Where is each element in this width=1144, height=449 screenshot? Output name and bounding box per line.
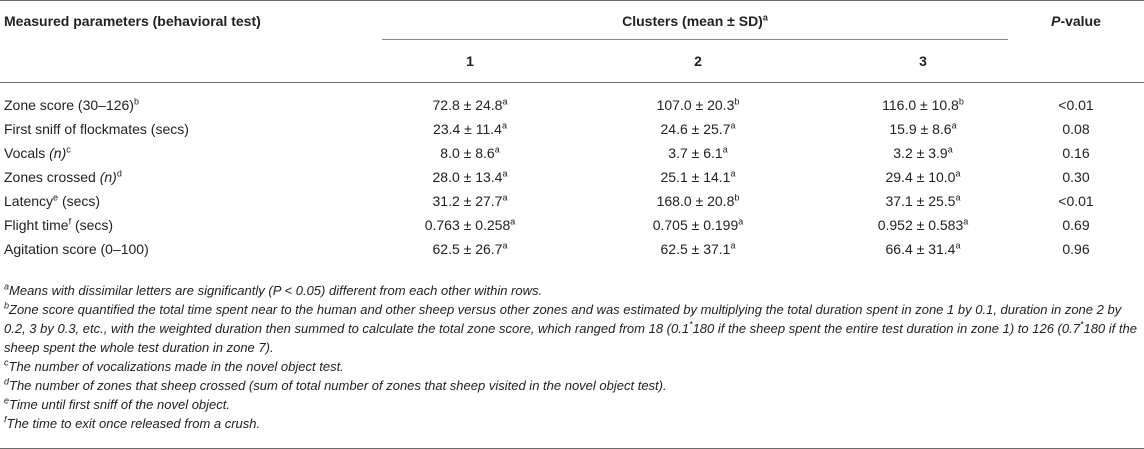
- cluster-3-cell: 66.4 ± 31.4a: [885, 240, 961, 257]
- header-pvalue: P-value: [1051, 13, 1101, 30]
- cluster-2-cell: 107.0 ± 20.3b: [656, 96, 740, 113]
- cluster-3-cell: 116.0 ± 10.8b: [882, 96, 964, 113]
- cluster-2-cell: 25.1 ± 14.1a: [660, 168, 736, 185]
- cluster-1-cell: 72.8 ± 24.8a: [432, 96, 508, 113]
- footnote-f: fThe time to exit once released from a c…: [4, 414, 261, 431]
- cluster-2-cell: 0.705 ± 0.199a: [652, 216, 744, 233]
- cluster-3-cell: 3.2 ± 3.9a: [893, 144, 953, 161]
- cluster-2-cell: 24.6 ± 25.7a: [660, 120, 736, 137]
- param-cell: First sniff of flockmates (secs): [4, 121, 189, 137]
- footnotes: aMeans with dissimilar letters are signi…: [4, 281, 1140, 433]
- header-cluster-3: 3: [838, 39, 1008, 83]
- footnote-a: aMeans with dissimilar letters are signi…: [4, 281, 543, 298]
- cluster-2-cell: 3.7 ± 6.1a: [668, 144, 728, 161]
- table-row: First sniff of flockmates (secs) 23.4 ± 1…: [0, 117, 1144, 141]
- pvalue-cell: <0.01: [1058, 97, 1094, 113]
- param-cell: Zones crossed (n)d: [4, 168, 122, 185]
- cluster-3-cell: 0.952 ± 0.583a: [877, 216, 969, 233]
- header-cluster-2: 2: [558, 39, 838, 83]
- pvalue-cell: 0.16: [1062, 145, 1090, 161]
- header-clusters: Clusters (mean ± SD)a: [622, 12, 768, 29]
- table-row: Agitation score (0–100) 62.5 ± 26.7a 62.5 …: [0, 237, 1144, 261]
- header-row-1: Measured parameters (behavioral test) Cl…: [0, 0, 1144, 40]
- cluster-1-cell: 28.0 ± 13.4a: [432, 168, 508, 185]
- table-row: Vocals (n)c 8.0 ± 8.6a 3.7 ± 6.1a 3.2 ± 3.9…: [0, 141, 1144, 165]
- cluster-2-cell: 168.0 ± 20.8b: [656, 192, 740, 209]
- cluster-3-cell: 29.4 ± 10.0a: [885, 168, 961, 185]
- cluster-1-cell: 62.5 ± 26.7a: [432, 240, 508, 257]
- table-row: Zone score (30–126)b 72.8 ± 24.8a 107.0 ± …: [0, 83, 1144, 118]
- param-cell: Latencye (secs): [4, 192, 101, 209]
- header-row-2: 1 2 3: [0, 39, 1144, 83]
- header-params: Measured parameters (behavioral test): [4, 13, 261, 30]
- cluster-1-cell: 8.0 ± 8.6a: [440, 144, 500, 161]
- cluster-3-cell: 15.9 ± 8.6a: [889, 120, 957, 137]
- footnote-e: eTime until first sniff of the novel obj…: [4, 395, 230, 412]
- pvalue-cell: 0.69: [1062, 217, 1090, 233]
- cluster-1-cell: 31.2 ± 27.7a: [432, 192, 508, 209]
- pvalue-cell: 0.96: [1062, 241, 1090, 257]
- cluster-1-cell: 23.4 ± 11.4a: [433, 120, 507, 137]
- header-cluster-1: 1: [382, 39, 558, 83]
- param-cell: Flight timef (secs): [4, 216, 114, 233]
- results-table: Measured parameters (behavioral test) Cl…: [0, 0, 1144, 261]
- pvalue-cell: 0.08: [1062, 121, 1090, 137]
- param-cell: Zone score (30–126)b: [4, 96, 139, 113]
- table-row: Latencye (secs) 31.2 ± 27.7a 168.0 ± 20.8b…: [0, 189, 1144, 213]
- footnote-c: cThe number of vocalizations made in the…: [4, 357, 344, 374]
- param-cell: Agitation score (0–100): [4, 241, 149, 257]
- param-cell: Vocals (n)c: [4, 144, 71, 161]
- footnote-b: bZone score quantified the total time sp…: [4, 300, 1137, 355]
- table-row: Zones crossed (n)d 28.0 ± 13.4a 25.1 ± 14.…: [0, 165, 1144, 189]
- cluster-1-cell: 0.763 ± 0.258a: [424, 216, 516, 233]
- pvalue-cell: 0.30: [1062, 169, 1090, 185]
- cluster-2-cell: 62.5 ± 37.1a: [660, 240, 736, 257]
- pvalue-cell: <0.01: [1058, 193, 1094, 209]
- footnote-d: dThe number of zones that sheep crossed …: [4, 376, 667, 393]
- cluster-3-cell: 37.1 ± 25.5a: [885, 192, 961, 209]
- table-row: Flight timef (secs) 0.763 ± 0.258a 0.705 ±…: [0, 213, 1144, 237]
